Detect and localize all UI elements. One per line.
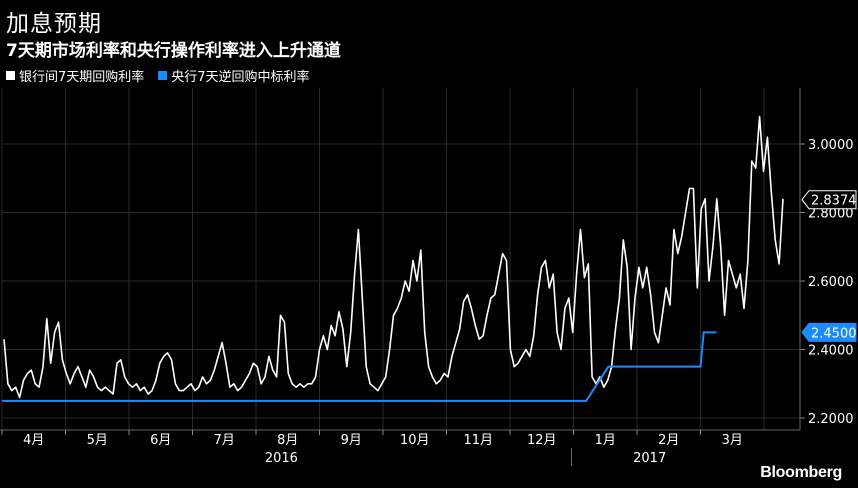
last-value-reverse-repo-text: 2.4500 [811,326,857,341]
y-tick-label: 2.6000 [808,275,854,290]
year-label: 2016 [265,451,298,466]
last-value-reverse-repo: 2.4500 [801,322,857,342]
legend-item-reverse-repo: 央行7天逆回购中标利率 [158,66,310,85]
x-tick-label: 7月 [214,433,235,448]
series-line-repo [3,115,784,399]
last-value-repo: 2.8374 [801,190,857,210]
last-value-repo-text: 2.8374 [811,194,857,209]
chart-subtitle: 7天期市场利率和央行操作利率进入上升通道 [6,41,341,61]
x-tick-label: 12月 [527,433,557,448]
legend-label-repo: 银行间7天期回购利率 [19,70,145,85]
x-tick-label: 1月 [595,433,616,448]
x-tick-label: 10月 [400,433,430,448]
x-tick-label: 5月 [87,433,108,448]
x-tick-label: 8月 [277,433,298,448]
x-tick-label: 3月 [722,433,743,448]
y-tick-label: 3.0000 [808,138,854,153]
year-label: 2017 [633,451,666,466]
legend: 银行间7天期回购利率 央行7天逆回购中标利率 [6,66,310,85]
x-tick-label: 2月 [658,433,679,448]
last-value-repo-box [801,190,857,210]
x-tick-label: 11月 [463,433,493,448]
y-tick-label: 2.4000 [808,344,854,359]
chart-title: 加息预期 [6,11,102,37]
y-tick-label: 2.8000 [808,207,854,222]
series-line-reverse-repo [2,331,717,402]
y-tick-label: 2.2000 [808,412,854,427]
legend-swatch-reverse-repo [158,71,168,80]
x-tick-label: 9月 [341,433,362,448]
legend-label-reverse-repo: 央行7天逆回购中标利率 [171,70,310,85]
x-tick-label: 6月 [150,433,171,448]
legend-item-repo: 银行间7天期回购利率 [6,66,144,85]
last-value-reverse-repo-box [801,322,857,342]
bloomberg-logo: Bloomberg [760,464,842,481]
x-tick-label: 4月 [23,433,44,448]
legend-swatch-repo [6,71,15,80]
